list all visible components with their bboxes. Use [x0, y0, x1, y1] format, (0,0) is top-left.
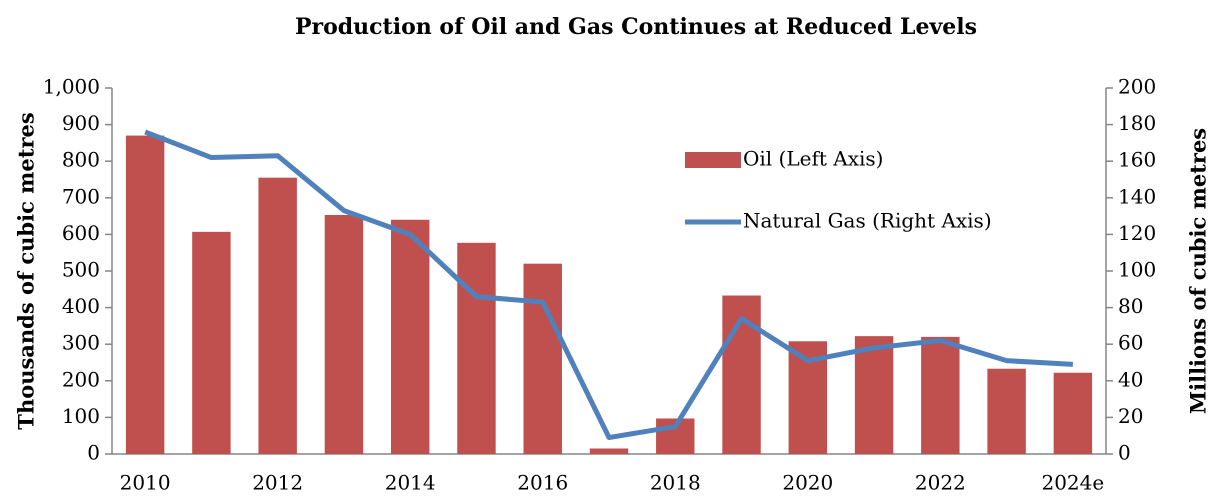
y2-tick-label: 140	[1118, 184, 1156, 208]
y2-tick-label: 20	[1118, 404, 1143, 428]
bar	[192, 231, 231, 454]
y-tick-label: 300	[62, 331, 100, 355]
chart-title: Production of Oil and Gas Continues at R…	[295, 14, 977, 40]
y-tick-label: 700	[62, 184, 100, 208]
y2-tick-label: 40	[1118, 367, 1143, 391]
bar	[125, 135, 165, 454]
y-tick-label: 800	[62, 148, 100, 172]
y2-tick-label: 0	[1118, 441, 1131, 465]
legend-label: Natural Gas (Right Axis)	[743, 209, 992, 233]
y2-tick-label: 180	[1118, 111, 1156, 135]
bar	[258, 177, 297, 455]
x-tick-label: 2010	[120, 471, 171, 495]
bar	[390, 219, 430, 454]
y2-tick-label: 80	[1118, 294, 1143, 318]
y-tick-label: 100	[62, 404, 100, 428]
legend-swatch	[685, 152, 741, 168]
line	[144, 129, 1074, 441]
y-tick-label: 600	[62, 221, 100, 245]
x-tick-label: 2014	[385, 471, 436, 495]
y2-axis-title: Millions of cubic metres	[1186, 128, 1211, 414]
x-tick-label: 2018	[650, 471, 701, 495]
x-tick-label: 2012	[252, 471, 303, 495]
x-tick-label: 2022	[915, 471, 966, 495]
bar	[457, 242, 496, 454]
bar	[854, 336, 894, 454]
y-tick-label: 900	[62, 111, 100, 135]
y2-tick-label: 160	[1118, 148, 1156, 172]
y-tick-label: 500	[62, 258, 100, 282]
bar	[1053, 372, 1093, 454]
legend-label: Oil (Left Axis)	[743, 147, 883, 171]
y2-tick-label: 60	[1118, 331, 1143, 355]
bar	[324, 215, 364, 454]
y-tick-label: 400	[62, 294, 100, 318]
y2-tick-label: 200	[1118, 75, 1156, 99]
bar	[589, 448, 629, 454]
bar	[523, 263, 562, 454]
y-tick-label: 200	[62, 367, 100, 391]
x-tick-label: 2016	[517, 471, 568, 495]
y-tick-label: 1,000	[43, 75, 100, 99]
bar	[921, 336, 960, 454]
bar	[987, 368, 1026, 454]
y-tick-label: 0	[87, 441, 100, 465]
y2-tick-label: 100	[1118, 258, 1156, 282]
x-tick-label: 2024e	[1041, 471, 1104, 495]
y2-tick-label: 120	[1118, 221, 1156, 245]
x-tick-label: 2020	[782, 471, 833, 495]
y-axis-title: Thousands of cubic metres	[14, 112, 39, 429]
